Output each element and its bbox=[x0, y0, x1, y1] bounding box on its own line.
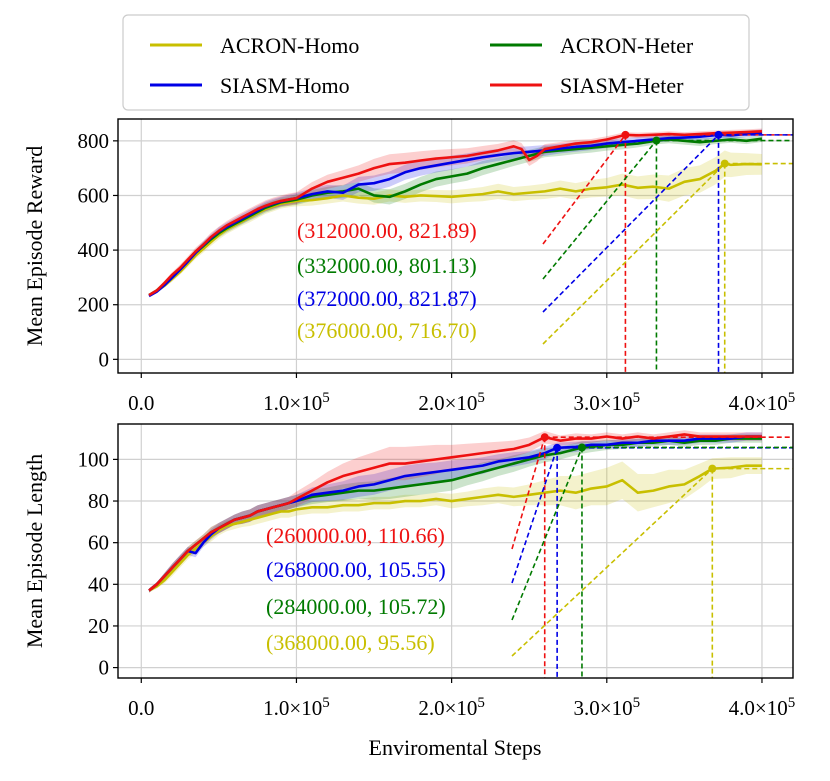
leader-line-acron_homo bbox=[511, 468, 713, 657]
plot-frame bbox=[117, 423, 794, 679]
legend-label-acron_heter: ACRON-Heter bbox=[560, 33, 694, 58]
y-tick-label: 100 bbox=[78, 447, 110, 471]
annotation-siasm_heter: (312000.00, 821.89) bbox=[297, 218, 477, 243]
legend-label-acron_homo: ACRON-Homo bbox=[220, 33, 359, 58]
x-tick-label: 4.0×105 bbox=[729, 695, 796, 720]
marker-siasm_homo bbox=[714, 130, 723, 139]
y-tick-label: 600 bbox=[78, 183, 110, 207]
annotation-acron_homo: (368000.00, 95.56) bbox=[266, 630, 435, 655]
y-axis-label: Mean Episode Reward bbox=[22, 146, 47, 346]
x-tick-label: 0.0 bbox=[128, 696, 154, 720]
annotation-siasm_heter: (260000.00, 110.66) bbox=[266, 523, 445, 548]
leader-line-siasm_heter bbox=[511, 436, 546, 550]
y-tick-label: 200 bbox=[78, 293, 110, 317]
marker-siasm_homo bbox=[553, 443, 562, 452]
leader-line-acron_homo bbox=[542, 163, 726, 345]
x-tick-label: 3.0×105 bbox=[573, 390, 640, 415]
legend: ACRON-Homo ACRON-Heter SIASM-Homo SIASM-Het… bbox=[122, 14, 750, 111]
leader-line-acron_heter bbox=[542, 140, 658, 280]
y-tick-label: 80 bbox=[88, 489, 109, 513]
line-acron_homo bbox=[148, 464, 762, 592]
y-tick-label: 40 bbox=[88, 572, 109, 596]
marker-acron_heter bbox=[577, 443, 586, 452]
leader-line-siasm_homo bbox=[542, 134, 720, 313]
y-tick-label: 60 bbox=[88, 531, 109, 555]
legend-frame bbox=[122, 14, 750, 111]
marker-acron_homo bbox=[708, 464, 717, 473]
annotation-siasm_homo: (372000.00, 821.87) bbox=[297, 286, 477, 311]
length-panel: (260000.00, 110.66) (268000.00, 105.55) (2… bbox=[22, 423, 796, 720]
marker-acron_heter bbox=[652, 136, 661, 145]
y-tick-label: 0 bbox=[99, 347, 110, 371]
legend-label-siasm_heter: SIASM-Heter bbox=[560, 73, 684, 98]
plot-frame bbox=[117, 118, 794, 374]
annotation-acron_heter: (332000.00, 801.13) bbox=[297, 253, 477, 278]
band-siasm_homo bbox=[149, 432, 762, 593]
line-siasm_homo bbox=[148, 435, 762, 592]
leader-line-acron_heter bbox=[511, 447, 583, 621]
x-tick-label: 1.0×105 bbox=[263, 390, 330, 415]
y-axis-label: Mean Episode Length bbox=[22, 454, 47, 648]
band-siasm_heter bbox=[149, 430, 762, 593]
x-tick-label: 2.0×105 bbox=[418, 390, 485, 415]
annotation-acron_homo: (376000.00, 716.70) bbox=[297, 318, 477, 343]
band-acron_homo bbox=[149, 457, 762, 593]
x-tick-label: 1.0×105 bbox=[263, 695, 330, 720]
x-tick-label: 4.0×105 bbox=[729, 390, 796, 415]
x-tick-label: 3.0×105 bbox=[573, 695, 640, 720]
annotation-acron_heter: (284000.00, 105.72) bbox=[266, 594, 446, 619]
reward-panel: (312000.00, 821.89) (332000.00, 801.13) (3… bbox=[22, 118, 796, 415]
y-tick-label: 20 bbox=[88, 614, 109, 638]
legend-label-siasm_homo: SIASM-Homo bbox=[220, 73, 350, 98]
annotation-siasm_homo: (268000.00, 105.55) bbox=[266, 557, 446, 582]
x-tick-label: 2.0×105 bbox=[418, 695, 485, 720]
line-siasm_heter bbox=[148, 129, 763, 297]
marker-acron_homo bbox=[720, 159, 729, 168]
x-tick-label: 0.0 bbox=[128, 391, 154, 415]
marker-siasm_heter bbox=[621, 130, 630, 139]
marker-siasm_heter bbox=[540, 433, 549, 442]
leader-line-siasm_heter bbox=[542, 134, 627, 245]
y-tick-label: 0 bbox=[99, 656, 110, 680]
y-tick-label: 800 bbox=[78, 129, 110, 153]
x-axis-label: Enviromental Steps bbox=[369, 735, 542, 760]
y-tick-label: 400 bbox=[78, 238, 110, 262]
